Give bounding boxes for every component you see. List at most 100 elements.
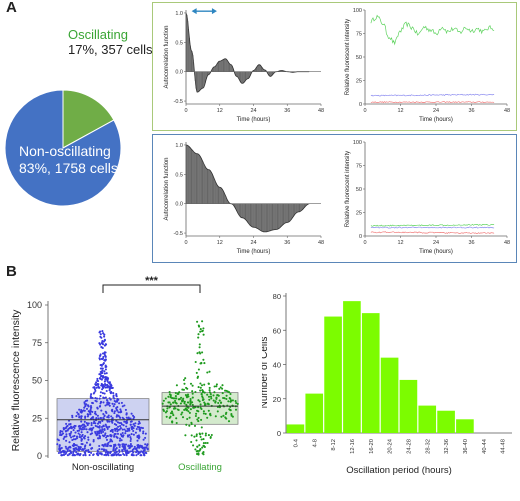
data-point bbox=[94, 430, 97, 434]
data-point bbox=[61, 430, 64, 433]
x-tick-label: 48 bbox=[318, 108, 324, 114]
data-point bbox=[236, 402, 239, 405]
data-point bbox=[208, 389, 211, 392]
data-point bbox=[71, 454, 74, 457]
data-point bbox=[101, 371, 104, 374]
data-point bbox=[202, 442, 205, 445]
non-oscillating-example-frame bbox=[152, 134, 517, 263]
data-point bbox=[167, 395, 170, 398]
x-tick-label: 48 bbox=[318, 240, 324, 246]
data-point bbox=[87, 438, 90, 441]
data-point bbox=[116, 406, 119, 409]
data-point bbox=[102, 449, 106, 452]
data-point bbox=[87, 405, 90, 408]
data-point bbox=[111, 430, 114, 434]
data-point bbox=[73, 454, 76, 457]
y-tick-label: 50 bbox=[32, 376, 42, 386]
data-point bbox=[96, 431, 99, 434]
data-point bbox=[197, 416, 200, 419]
data-point bbox=[199, 386, 202, 389]
data-point bbox=[78, 427, 81, 430]
data-point bbox=[179, 402, 182, 405]
data-point bbox=[66, 450, 69, 453]
data-point bbox=[64, 427, 67, 430]
data-point bbox=[212, 399, 215, 402]
data-point bbox=[121, 445, 124, 448]
period-histogram: 0 20 40 60 80 0-4 4-8 8-12 12-16 16-20 20-24 24-28 2… bbox=[262, 292, 512, 476]
data-point bbox=[135, 427, 138, 431]
data-point bbox=[110, 415, 113, 418]
data-point bbox=[102, 424, 105, 427]
data-point bbox=[106, 442, 109, 446]
data-point bbox=[113, 399, 116, 403]
x-tick-label: 44-48 bbox=[501, 439, 507, 454]
x-tick-label: 40-44 bbox=[482, 438, 488, 454]
data-point bbox=[204, 441, 207, 445]
data-point bbox=[101, 339, 104, 343]
y-tick-label: 100 bbox=[27, 300, 42, 310]
data-point bbox=[125, 425, 128, 428]
x-tick-label: 12 bbox=[217, 108, 223, 114]
data-point bbox=[202, 445, 206, 448]
data-point bbox=[191, 401, 194, 404]
y-tick-label: 0 bbox=[277, 429, 281, 438]
data-point bbox=[213, 385, 216, 388]
data-point bbox=[97, 437, 100, 440]
x-tick-label: 24 bbox=[250, 108, 256, 114]
x-tick-label: 24 bbox=[250, 240, 256, 246]
data-point bbox=[98, 397, 101, 400]
data-point bbox=[103, 353, 106, 357]
significance-bracket bbox=[102, 284, 201, 293]
data-point bbox=[93, 391, 96, 394]
data-point bbox=[174, 391, 177, 395]
data-point bbox=[234, 408, 238, 411]
data-point bbox=[207, 382, 210, 385]
data-point bbox=[93, 420, 96, 423]
y-axis-title: Autocorrelation function bbox=[164, 157, 170, 220]
data-point bbox=[106, 416, 109, 419]
data-point bbox=[102, 416, 105, 420]
data-point bbox=[83, 424, 86, 427]
data-point bbox=[135, 454, 138, 457]
data-point bbox=[89, 408, 92, 411]
data-point bbox=[113, 444, 116, 447]
data-point bbox=[123, 453, 126, 457]
data-point bbox=[86, 399, 89, 402]
data-point bbox=[111, 402, 114, 405]
category-label: Non-oscillating bbox=[72, 462, 134, 473]
y-tick-label: 40 bbox=[273, 361, 281, 370]
data-point bbox=[178, 391, 181, 394]
data-point bbox=[204, 432, 207, 435]
data-point bbox=[177, 398, 180, 401]
data-point bbox=[103, 335, 106, 338]
data-point bbox=[90, 422, 93, 425]
data-point bbox=[175, 421, 178, 425]
data-point bbox=[116, 409, 119, 412]
data-point bbox=[62, 432, 65, 435]
data-point bbox=[75, 435, 79, 438]
x-tick-label: 36 bbox=[468, 240, 474, 246]
data-point bbox=[98, 448, 101, 451]
data-point bbox=[84, 435, 87, 438]
data-point bbox=[194, 414, 197, 418]
data-point bbox=[191, 390, 194, 393]
data-point bbox=[201, 389, 204, 392]
data-point bbox=[183, 402, 186, 405]
data-point bbox=[112, 405, 115, 408]
data-point bbox=[229, 397, 232, 400]
data-point bbox=[219, 386, 222, 389]
data-point bbox=[132, 433, 135, 436]
data-point bbox=[203, 362, 206, 365]
data-point bbox=[169, 403, 172, 406]
data-point bbox=[72, 435, 75, 438]
y-tick-label: 25 bbox=[356, 211, 362, 217]
data-point bbox=[124, 432, 127, 435]
data-point bbox=[202, 438, 205, 441]
data-point bbox=[206, 393, 209, 396]
data-point bbox=[185, 394, 188, 397]
data-point bbox=[176, 408, 179, 411]
data-point bbox=[217, 401, 220, 405]
data-point bbox=[119, 454, 122, 457]
data-point bbox=[128, 427, 131, 430]
data-point bbox=[225, 397, 228, 401]
